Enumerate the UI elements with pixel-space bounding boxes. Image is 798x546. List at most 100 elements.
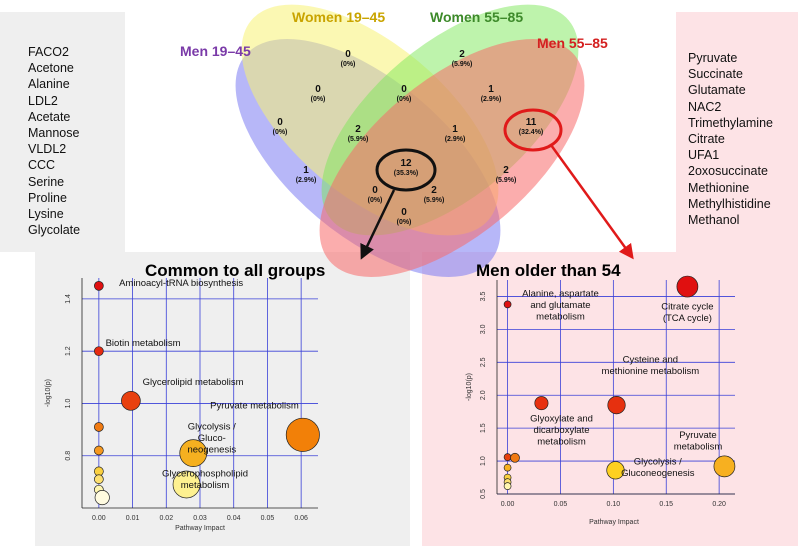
y-axis-label: -log10(p) xyxy=(45,379,52,407)
data-point xyxy=(94,445,104,456)
left-metabolite-item: Lysine xyxy=(28,207,64,222)
pathway-annotation-line: Aminoacyl-tRNA biosynthesis xyxy=(119,278,243,289)
pathway-annotation: Glycerophospholipid metabolism xyxy=(162,469,248,492)
right-metabolite-list-panel: Pyruvate Succinate Glutamate NAC2 Trimethyla… xyxy=(676,12,798,252)
venn-region-pct: (0%) xyxy=(397,219,412,226)
venn-region-counts: 0 (0%) 2 (5.9%) 0 (0%) 0 (0%) 1 (2.9%) 0… xyxy=(273,49,544,226)
y-tick-label: 1.2 xyxy=(65,346,72,356)
x-tick-label: 0.20 xyxy=(712,501,726,508)
left-metabolite-item: Serine xyxy=(28,174,65,189)
pathway-annotation-line: dicarboxylate xyxy=(534,425,590,436)
right-metabolite-item: Methylhistidine xyxy=(688,196,771,211)
left-metabolite-item: LDL2 xyxy=(28,93,58,108)
venn-region-pct: (0%) xyxy=(368,197,383,204)
pathway-annotation-line: Glycerophospholipid xyxy=(162,469,248,480)
data-point xyxy=(503,482,512,490)
pathway-annotation: Glycerolipid metabolism xyxy=(143,377,244,388)
y-tick-label: 0.5 xyxy=(480,489,487,499)
pathway-annotation: Glycolysis / Gluconeogenesis xyxy=(621,456,695,479)
venn-region-count: 2 xyxy=(459,49,465,60)
chart-title-men-older: Men older than 54 xyxy=(476,261,621,280)
left-metabolite-item: Acetone xyxy=(28,61,74,76)
x-tick-label: 0.05 xyxy=(554,501,568,508)
pathway-annotation-line: Glycolysis / xyxy=(188,422,236,433)
right-metabolite-item: Pyruvate xyxy=(688,51,738,65)
right-metabolite-item: Succinate xyxy=(688,67,743,82)
data-point xyxy=(94,346,104,357)
pathway-annotation: Aminoacyl-tRNA biosynthesis xyxy=(119,278,243,289)
venn-set-label-men-19-45: Men 19–45 xyxy=(180,43,251,59)
left-metabolite-item: VLDL2 xyxy=(28,142,67,157)
venn-set-label-women-55-85: Women 55–85 xyxy=(430,9,523,25)
pathway-annotation-line: neogenesis xyxy=(187,445,236,456)
left-metabolite-item: Acetate xyxy=(28,109,71,124)
data-point xyxy=(94,489,110,506)
scatter-chart-common: 0.00 0.01 0.02 0.03 0.04 0.05 0.06 0.8 1.0 1.2 1.4… xyxy=(45,278,320,532)
venn-region-pct: (5.9%) xyxy=(452,61,473,68)
pathway-annotation: Cysteine and methionine metabolism xyxy=(602,354,700,377)
pathway-annotation: Glyoxylate and dicarboxylate metabolism xyxy=(530,414,593,448)
chart-title-common: Common to all groups xyxy=(145,261,325,280)
venn-region-pct: (5.9%) xyxy=(348,136,369,143)
venn-diagram: Men 19–45 Women 19–45 Women 55–85 Men 55… xyxy=(180,4,608,277)
left-metabolite-item: Alanine xyxy=(28,77,70,92)
x-tick-label: 0.01 xyxy=(126,515,140,522)
y-tick-label: 3.0 xyxy=(480,324,487,334)
venn-region-pct: (32.4%) xyxy=(519,129,544,136)
pathway-annotation-line: Gluconeogenesis xyxy=(621,468,695,479)
left-metabolite-item: Mannose xyxy=(28,126,80,141)
data-point xyxy=(606,461,625,480)
right-metabolite-list: Pyruvate Succinate Glutamate NAC2 Trimethyla… xyxy=(688,50,773,228)
pathway-annotation-line: metabolism xyxy=(674,442,723,453)
venn-region-count: 0 xyxy=(401,207,407,218)
left-metabolite-item: Glycolate xyxy=(28,223,81,238)
pathway-annotation-line: Glyoxylate and xyxy=(530,414,593,425)
pathway-annotation-line: and glutamate xyxy=(530,300,590,311)
arrow-to-men-older-panel xyxy=(549,144,634,260)
venn-region-count: 1 xyxy=(452,124,458,135)
data-point xyxy=(285,417,320,452)
y-tick-label: 3.5 xyxy=(480,291,487,301)
x-tick-label: 0.04 xyxy=(227,515,241,522)
venn-set-label-women-19-45: Women 19–45 xyxy=(292,9,385,25)
pathway-annotation: Citrate cycle (TCA cycle) xyxy=(661,302,713,325)
y-tick-label: 2.5 xyxy=(480,357,487,367)
x-axis-label: Pathway Impact xyxy=(175,525,225,532)
venn-region-pct: (5.9%) xyxy=(496,177,517,184)
left-metabolite-list: FACO2 Acetone Alanine LDL2 Acetate Mannose VLD… xyxy=(28,44,80,238)
venn-region-pct: (35.3%) xyxy=(394,170,419,177)
x-tick-label: 0.06 xyxy=(294,515,308,522)
venn-ellipse-men-55-85 xyxy=(319,39,585,277)
venn-region-count: 0 xyxy=(277,117,283,128)
x-tick-label: 0.00 xyxy=(501,501,515,508)
venn-region-count: 0 xyxy=(315,84,321,95)
pathway-annotation: Alanine, aspartate and glutamate metabolis… xyxy=(522,288,599,322)
data-point xyxy=(534,396,549,411)
right-metabolite-item: Trimethylamine xyxy=(688,115,773,130)
data-point xyxy=(503,463,512,472)
venn-region-count: 11 xyxy=(526,117,537,128)
right-metabolite-item: Methanol xyxy=(688,213,740,228)
pathway-annotation-line: Cysteine and xyxy=(623,354,678,365)
data-point xyxy=(503,300,512,309)
pathway-annotation-line: Gluco- xyxy=(198,433,226,444)
y-tick-label: 1.0 xyxy=(480,456,487,466)
pathway-annotation: Biotin metabolism xyxy=(106,338,181,349)
x-tick-label: 0.02 xyxy=(159,515,173,522)
y-axis-label: -log10(p) xyxy=(466,373,473,401)
right-metabolite-item: NAC2 xyxy=(688,99,722,114)
venn-region-count: 2 xyxy=(503,165,509,176)
venn-region-count: 0 xyxy=(401,84,407,95)
venn-region-count: 1 xyxy=(488,84,494,95)
data-point xyxy=(503,453,512,461)
venn-set-label-men-55-85: Men 55–85 xyxy=(537,35,608,51)
y-tick-label: 0.8 xyxy=(65,451,72,461)
data-point xyxy=(713,455,736,478)
pathway-annotation-line: Pyruvate metabolism xyxy=(210,401,299,412)
x-tick-label: 0.03 xyxy=(193,515,207,522)
x-tick-label: 0.15 xyxy=(659,501,673,508)
pathway-annotation-line: Alanine, aspartate xyxy=(522,288,599,299)
data-point xyxy=(607,396,626,415)
venn-region-pct: (2.9%) xyxy=(296,177,317,184)
